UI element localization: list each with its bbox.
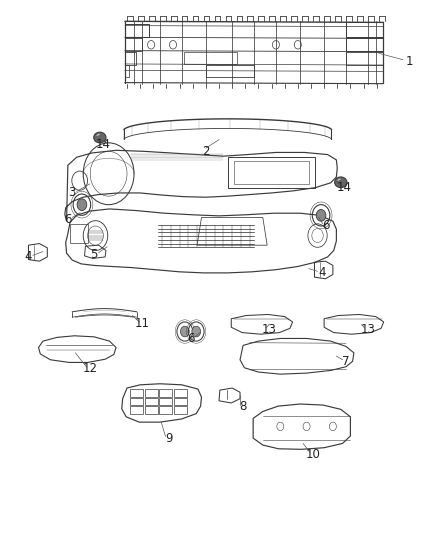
Text: 12: 12 xyxy=(82,362,97,375)
Text: 14: 14 xyxy=(95,139,110,151)
Text: 10: 10 xyxy=(306,448,321,461)
Text: 13: 13 xyxy=(360,323,375,336)
Circle shape xyxy=(77,199,87,211)
Text: 5: 5 xyxy=(91,248,98,261)
Circle shape xyxy=(316,209,326,221)
Text: 11: 11 xyxy=(135,317,150,330)
Text: 8: 8 xyxy=(240,400,247,413)
Circle shape xyxy=(180,326,189,337)
Text: 2: 2 xyxy=(202,146,210,158)
Ellipse shape xyxy=(94,132,106,143)
Text: 6: 6 xyxy=(64,213,72,225)
Text: 1: 1 xyxy=(406,55,413,68)
Text: 3: 3 xyxy=(69,187,76,199)
Text: 7: 7 xyxy=(342,355,350,368)
Text: 13: 13 xyxy=(262,323,277,336)
Text: 4: 4 xyxy=(318,266,326,279)
Text: 9: 9 xyxy=(165,432,173,445)
Text: 6: 6 xyxy=(187,332,194,345)
Text: 6: 6 xyxy=(322,219,330,232)
Ellipse shape xyxy=(335,177,347,188)
Circle shape xyxy=(192,326,201,337)
Text: 14: 14 xyxy=(336,181,351,194)
Text: 4: 4 xyxy=(25,251,32,263)
